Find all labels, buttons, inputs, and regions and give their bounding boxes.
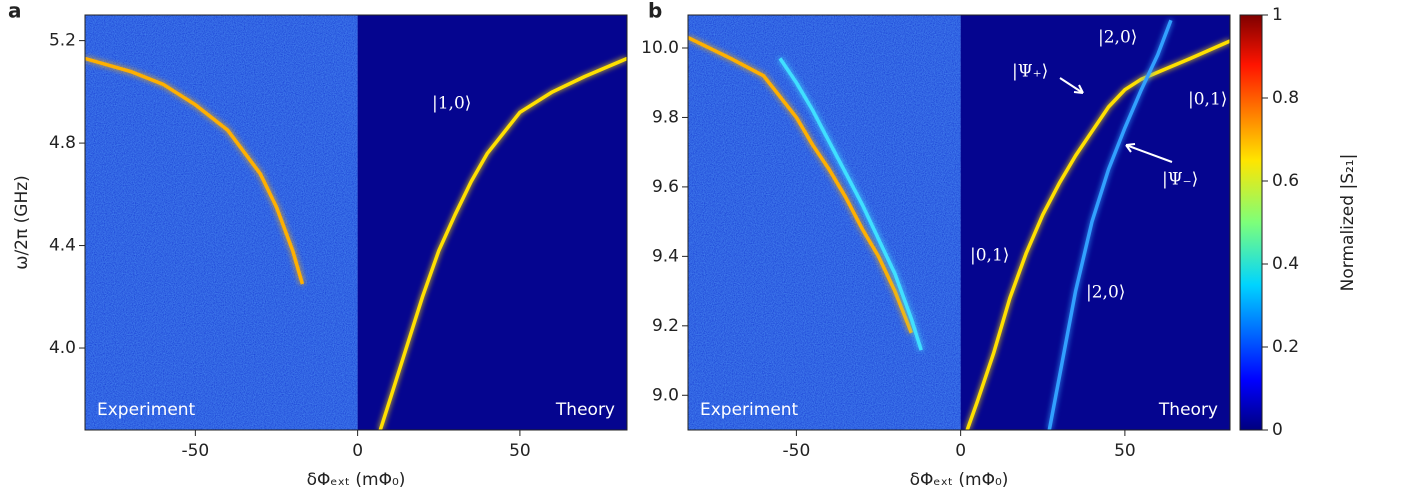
- curve: [965, 39, 1230, 430]
- y-tick-label: 9.4: [652, 246, 679, 266]
- curve: [778, 57, 923, 351]
- annotation: |2,0⟩: [1098, 28, 1137, 48]
- colorbar-tick-label: 1: [1272, 5, 1283, 25]
- experiment-background: [688, 15, 961, 430]
- annotation: |2,0⟩: [1086, 283, 1125, 303]
- annotation: |Ψ₋⟩: [1162, 170, 1198, 190]
- annotation: |Ψ₊⟩: [1012, 62, 1048, 82]
- y-tick-label: 4.8: [49, 133, 76, 153]
- colorbar: [1239, 14, 1263, 431]
- y-tick-label: 9.2: [652, 316, 679, 336]
- arrow: [1125, 143, 1173, 163]
- experiment-background: [85, 15, 358, 430]
- colorbar-tick-label: 0: [1272, 420, 1283, 440]
- annotation: |1,0⟩: [432, 94, 471, 114]
- annotation: |0,1⟩: [970, 246, 1009, 266]
- annotation: |0,1⟩: [1188, 90, 1227, 110]
- x-axis-label: δΦₑₓₜ (mΦ₀): [307, 470, 406, 490]
- y-tick-label: 4.0: [49, 338, 76, 358]
- theory-background: [960, 15, 1230, 430]
- x-tick-label: -50: [783, 441, 811, 461]
- colorbar-tick-label: 0.4: [1272, 254, 1299, 274]
- y-tick-label: 9.8: [652, 107, 679, 127]
- panel-letter: b: [648, 0, 662, 23]
- panel-label: Theory: [1158, 400, 1218, 420]
- y-axis-label: ω/2π (GHz): [12, 175, 32, 270]
- x-axis-label: δΦₑₓₜ (mΦ₀): [910, 470, 1009, 490]
- y-tick-label: 9.6: [652, 177, 679, 197]
- arrow: [1059, 77, 1084, 94]
- x-tick-label: 0: [955, 441, 966, 461]
- plot-area: [688, 15, 1230, 430]
- panel-label: Experiment: [700, 400, 799, 420]
- x-tick-label: 50: [509, 441, 531, 461]
- plot-frame: [687, 14, 1231, 431]
- x-tick-label: -50: [181, 441, 209, 461]
- curve: [1047, 19, 1173, 430]
- panel-label: Theory: [555, 400, 615, 420]
- x-tick-label: 0: [352, 441, 363, 461]
- y-tick-label: 10.0: [641, 38, 679, 58]
- curve: [688, 36, 914, 334]
- curve: [85, 56, 305, 285]
- colorbar-tick-label: 0.6: [1272, 171, 1299, 191]
- colorbar-label: Normalized |S₂₁|: [1338, 154, 1358, 292]
- y-tick-label: 4.4: [49, 236, 76, 256]
- plot-frame: [84, 14, 628, 431]
- plot-area: [85, 15, 627, 430]
- y-tick-label: 5.2: [49, 31, 76, 51]
- curve: [378, 56, 627, 430]
- x-tick-label: 50: [1114, 441, 1136, 461]
- panel-label: Experiment: [97, 400, 196, 420]
- panel-letter: a: [8, 0, 22, 23]
- colorbar-tick-label: 0.2: [1272, 337, 1299, 357]
- y-tick-label: 9.0: [652, 385, 679, 405]
- colorbar-tick-label: 0.8: [1272, 88, 1299, 108]
